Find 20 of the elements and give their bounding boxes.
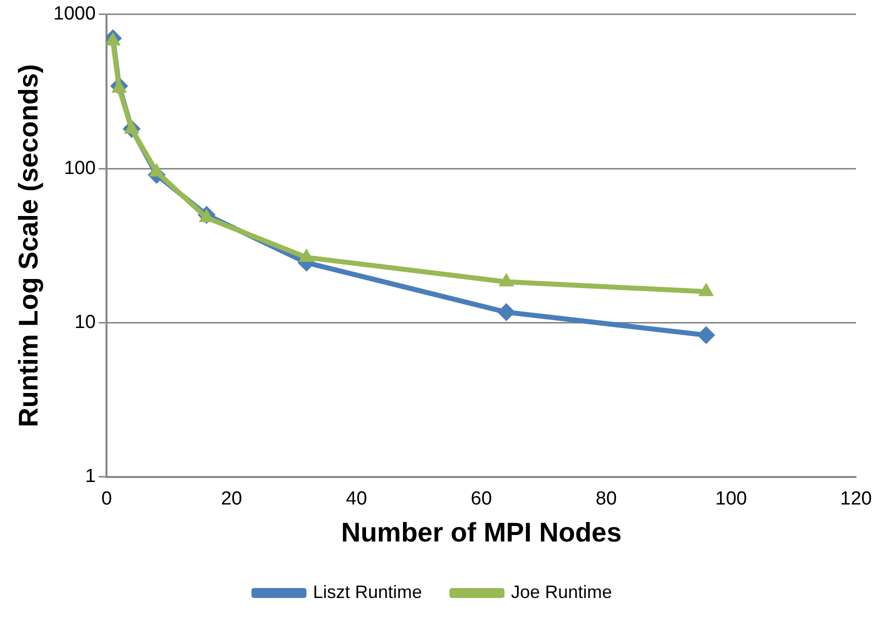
legend-label: Liszt Runtime [312, 582, 422, 602]
y-tick-label: 1000 [53, 4, 96, 25]
x-tick-label: 80 [596, 488, 617, 510]
x-tick-label: 60 [470, 488, 492, 510]
y-tick-label: 10 [74, 312, 96, 333]
x-axis-title: Number of MPI Nodes [341, 517, 622, 548]
x-tick-label: 0 [101, 488, 112, 510]
x-tick-label: 100 [715, 488, 747, 510]
y-axis-title: Runtim Log Scale (seconds) [14, 64, 44, 428]
point [697, 326, 716, 344]
legend-label: Joe Runtime [510, 582, 612, 602]
y-tick-label: 1 [85, 466, 96, 488]
x-tick-label: 120 [840, 488, 872, 510]
x-tick-label: 20 [220, 488, 242, 510]
point [148, 162, 164, 176]
x-tick-label: 40 [346, 488, 368, 510]
point [124, 120, 140, 134]
point [106, 32, 121, 46]
y-tick-label: 100 [64, 158, 96, 179]
point [497, 303, 516, 322]
